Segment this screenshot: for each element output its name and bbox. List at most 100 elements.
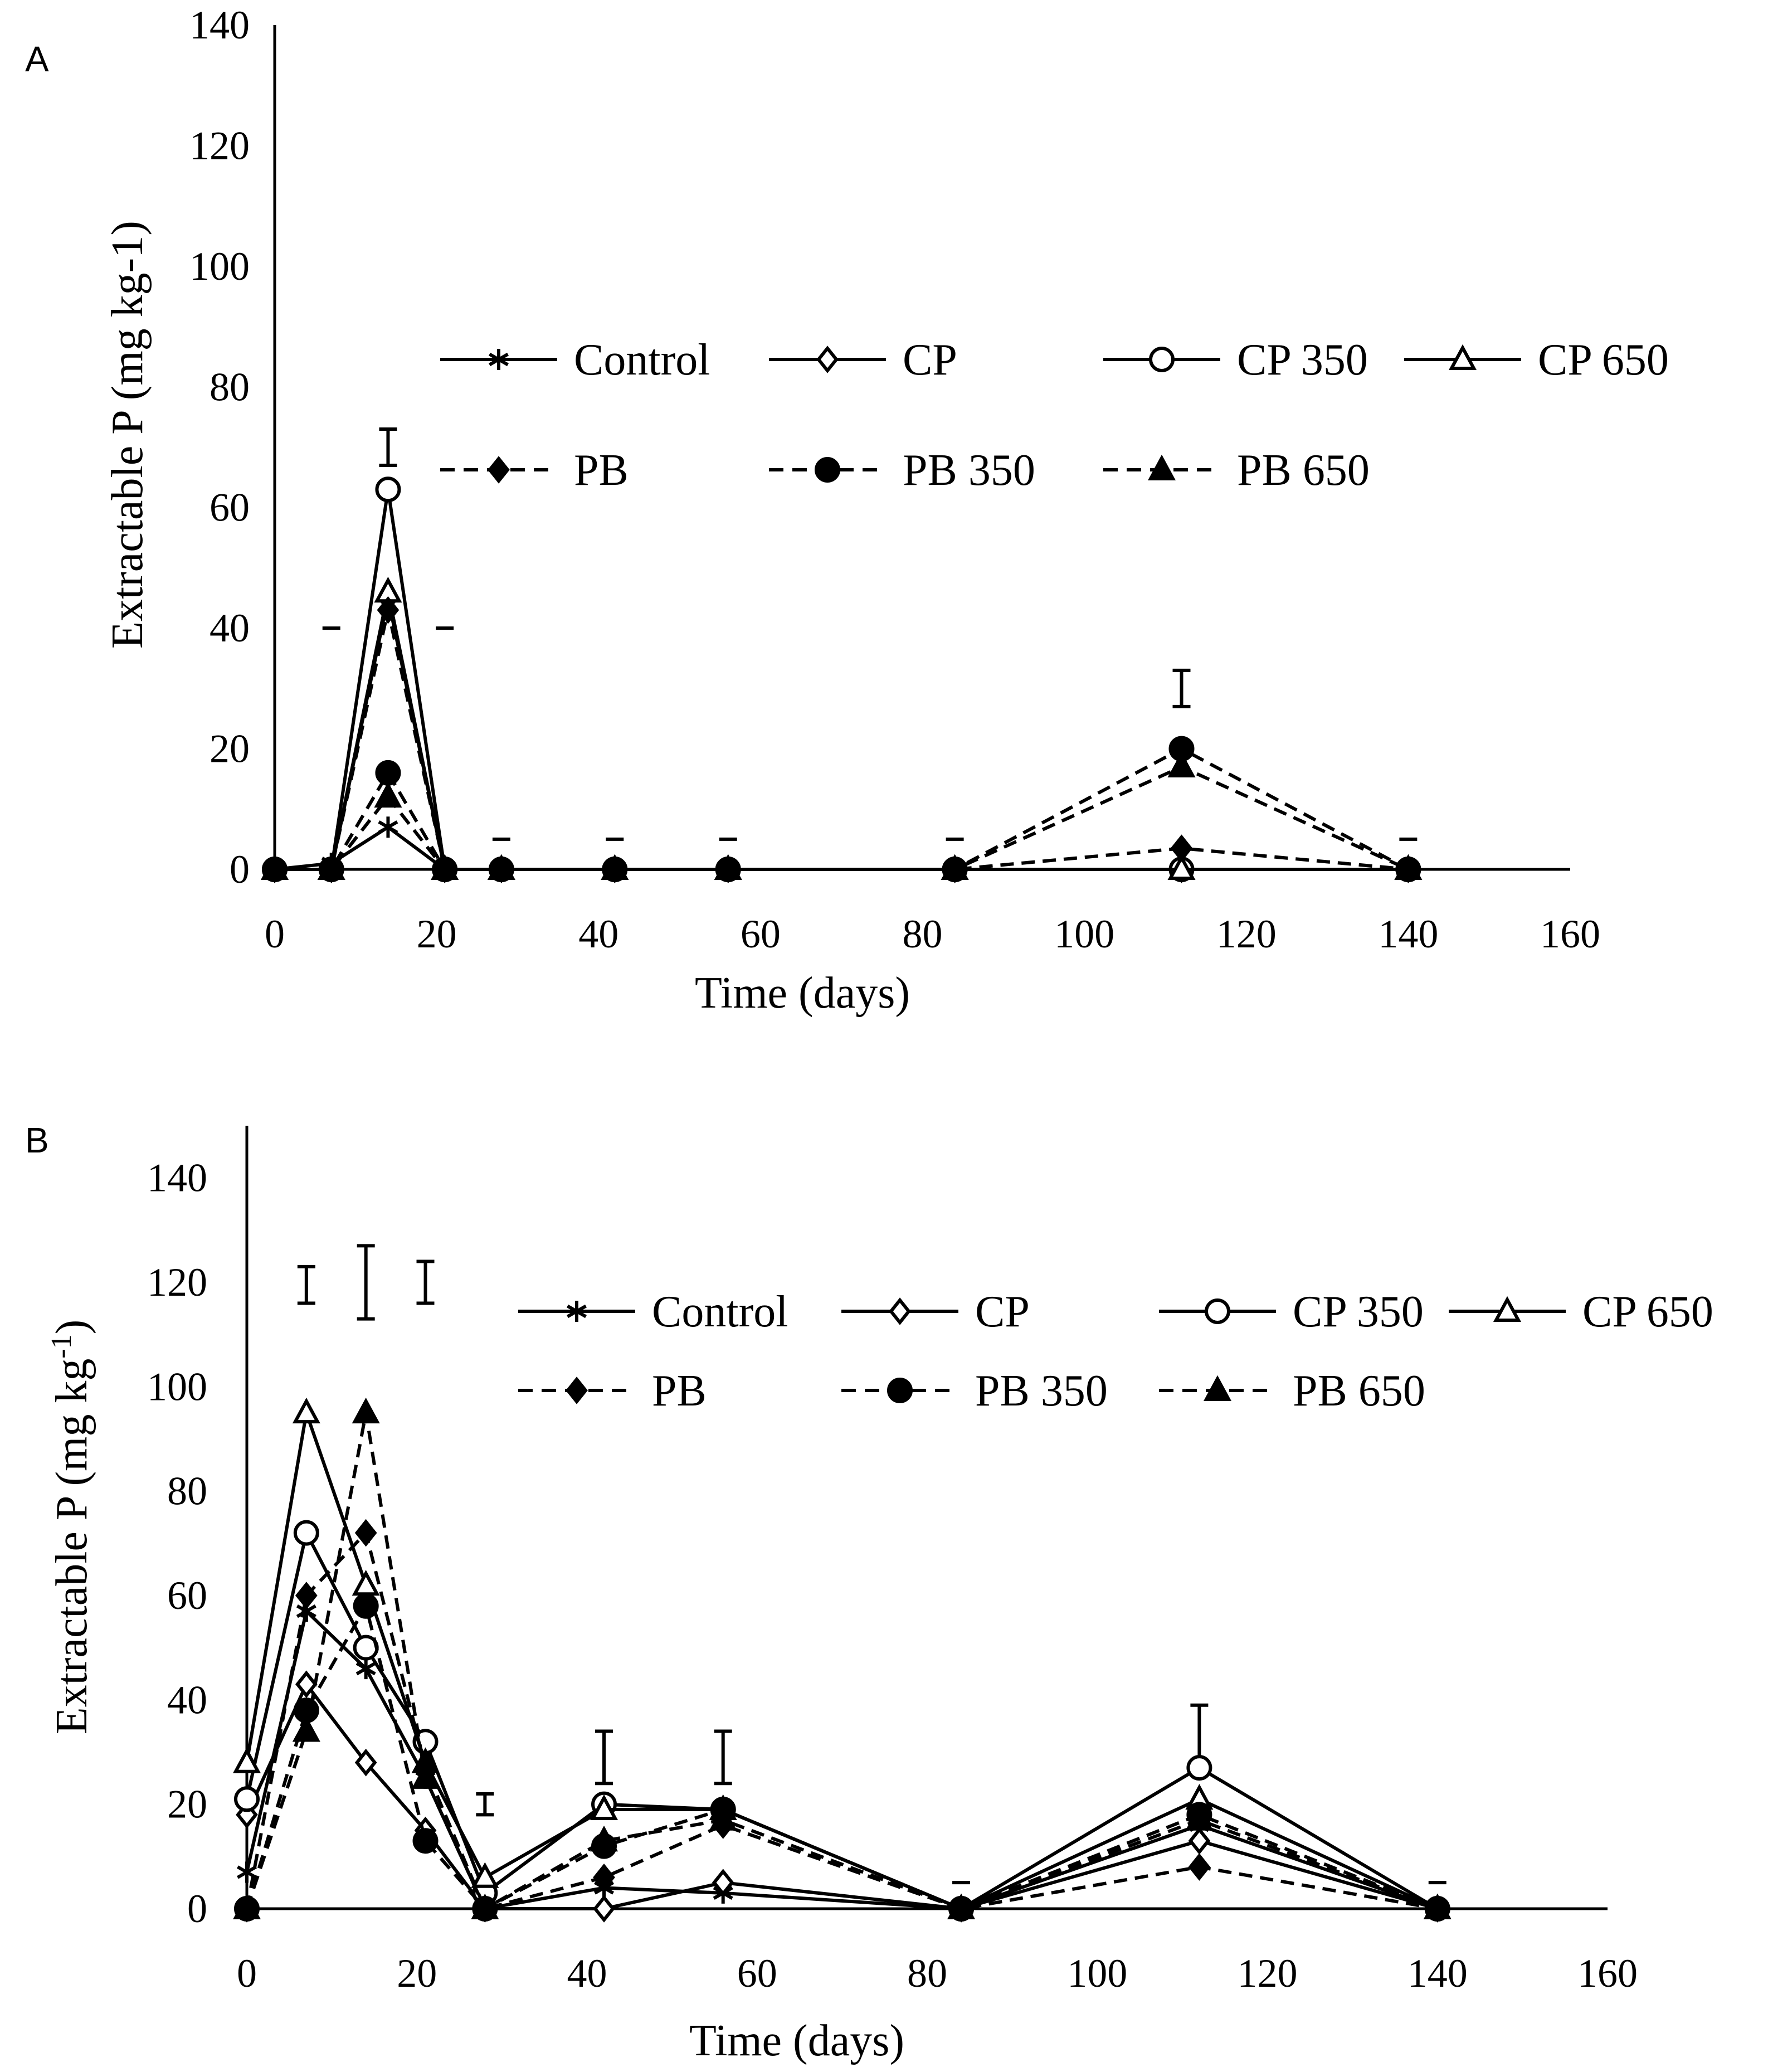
marker-stroke (488, 352, 509, 367)
data-point (260, 854, 289, 880)
x-tick-label: 140 (1378, 912, 1438, 956)
legend-item-pb-650: PB 650 (1103, 446, 1370, 495)
legend-marker (1203, 1375, 1232, 1401)
data-point (590, 1794, 618, 1821)
data-point (1423, 1893, 1452, 1919)
y-tick-label: 20 (210, 727, 250, 771)
x-axis-label: Time (days) (689, 2016, 904, 2065)
marker-stroke (236, 1865, 257, 1879)
legend-marker (488, 456, 510, 484)
x-tick-label: 0 (237, 1951, 257, 1996)
series-line (275, 488, 1409, 871)
y-tick-label: 100 (147, 1364, 207, 1409)
y-tick-label: 100 (189, 244, 250, 289)
legend-marker (816, 346, 839, 373)
x-tick-label: 40 (578, 912, 618, 956)
error-bar (297, 1264, 315, 1305)
legend-marker (1147, 454, 1176, 480)
error-bar (1190, 1703, 1209, 1764)
legend-marker (889, 1297, 911, 1325)
y-tick-label: 120 (189, 123, 250, 168)
legend-item-pb-350: PB 350 (769, 446, 1035, 495)
series-cp (236, 1670, 1449, 1923)
data-point (295, 1670, 318, 1699)
y-axis-label: Extractable P (mg kg-1) (46, 1320, 96, 1735)
x-tick-label: 160 (1577, 1951, 1638, 1996)
data-point (232, 1893, 261, 1919)
legend-label: CP 350 (1293, 1287, 1424, 1336)
legend-item-cp: CP (841, 1287, 1030, 1336)
data-point (601, 854, 629, 880)
error-bar (476, 1792, 494, 1817)
data-point (293, 1520, 319, 1546)
legend-item-control: Control (518, 1287, 788, 1336)
data-point (947, 1893, 976, 1919)
series-line (245, 1411, 1438, 1910)
data-point (374, 781, 402, 808)
x-tick-label: 40 (567, 1951, 607, 1996)
data-point (590, 1825, 618, 1852)
data-point (593, 1895, 615, 1923)
error-bar (1172, 668, 1191, 708)
data-point (431, 854, 459, 880)
data-point (1188, 1827, 1211, 1855)
y-tick-label: 60 (167, 1573, 207, 1618)
y-axis-label-superscript: -1 (46, 1334, 77, 1358)
series-line (275, 590, 1409, 871)
legend-label: PB 350 (975, 1366, 1108, 1416)
legend-label: Control (652, 1287, 788, 1336)
legend: Control CP CP 350 CP 650 PB PB 350 PB 650 (440, 335, 1669, 495)
series-line (275, 765, 1409, 871)
legend-marker (1205, 1298, 1230, 1324)
error-bar (379, 427, 397, 467)
data-point (355, 1658, 376, 1680)
series-pb (264, 596, 1420, 883)
legend-item-cp-650: CP 650 (1404, 335, 1669, 385)
series-pb-350 (234, 1593, 1450, 1922)
panel-label: B (25, 1120, 49, 1160)
series-line (245, 1682, 1438, 1910)
data-point (354, 1519, 377, 1547)
y-tick-label: 20 (167, 1782, 207, 1827)
series-line (275, 596, 1409, 871)
data-point (412, 1828, 439, 1854)
error-bar (714, 1729, 732, 1786)
error-bar (357, 1244, 375, 1321)
legend-marker (1448, 344, 1477, 370)
y-tick-label: 0 (230, 847, 250, 892)
legend-label: CP 650 (1582, 1287, 1713, 1336)
y-tick-label: 40 (167, 1677, 207, 1722)
data-point (317, 854, 345, 880)
legend-marker (566, 1301, 587, 1322)
legend-item-cp-650: CP 650 (1449, 1287, 1713, 1336)
y-tick-label: 80 (210, 364, 250, 409)
legend-marker (815, 457, 840, 483)
error-bar (416, 1259, 435, 1305)
x-tick-label: 120 (1238, 1951, 1298, 1996)
legend-label: CP 350 (1237, 335, 1368, 385)
series-pb-650 (260, 751, 1423, 880)
x-tick-label: 0 (265, 912, 285, 956)
data-point (471, 1862, 499, 1888)
legend-marker (1149, 347, 1175, 372)
legend-label: CP (975, 1287, 1030, 1336)
legend-marker (887, 1378, 913, 1403)
data-point (1167, 854, 1196, 880)
marker-stroke (566, 1304, 587, 1319)
x-tick-label: 100 (1067, 1951, 1127, 1996)
legend-item-pb: PB (518, 1366, 707, 1416)
y-tick-label: 140 (147, 1156, 207, 1200)
x-tick-label: 80 (907, 1951, 947, 1996)
x-tick-label: 60 (737, 1951, 777, 1996)
x-tick-label: 100 (1054, 912, 1114, 956)
x-tick-label: 20 (397, 1951, 437, 1996)
series-line (245, 1411, 1439, 1910)
legend-item-cp-350: CP 350 (1103, 335, 1368, 385)
x-tick-label: 140 (1407, 1951, 1468, 1996)
x-tick-label: 160 (1540, 912, 1600, 956)
legend-label: CP 650 (1538, 335, 1669, 385)
legend-label: PB 350 (903, 446, 1035, 495)
data-point (1167, 751, 1196, 778)
chart-panel-a: A Time (days) Extractable P (mg kg-1) 0 2… (25, 3, 1669, 1018)
chart-panel-b: B Time (days) Extractable P (mg kg-1) 0 2… (25, 1120, 1713, 2065)
